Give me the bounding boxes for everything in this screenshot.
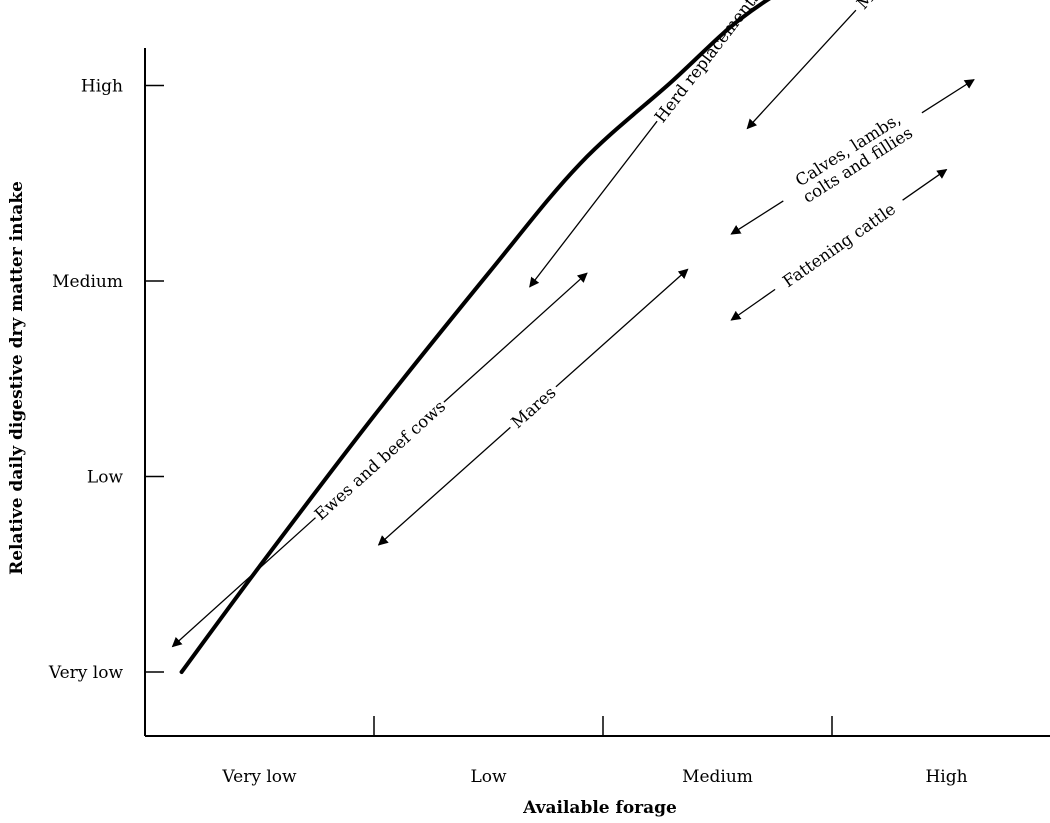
annotation-arrow-ewes-and-beef-cows-end [443, 272, 588, 403]
annotation-label-mares: Mares [507, 383, 559, 432]
y-tick-label-very-low: Very low [48, 663, 124, 683]
y-tick-label-high: High [81, 77, 123, 97]
annotation-arrow-fattening-cattle-start [730, 288, 776, 321]
annotation-fattening-cattle: Fattening cattle [730, 168, 948, 321]
annotation-label-milk-cows: Milk cows [853, 0, 924, 13]
x-ticks: Very low Low Medium High [221, 716, 968, 787]
x-tick-label-very-low: Very low [221, 767, 297, 787]
annotation-arrow-herd-replacements-start [529, 120, 658, 288]
annotation-arrow-milk-cows-start [746, 9, 857, 130]
intake-curve [179, 0, 771, 674]
x-tick-label-medium: Medium [682, 767, 753, 787]
x-tick-label-high: High [925, 767, 967, 787]
annotation-label-fattening-cattle: Fattening cattle [779, 199, 899, 291]
annotation-arrow-fattening-cattle-end [902, 168, 948, 201]
y-axis-title: Relative daily digestive dry matter inta… [7, 181, 27, 575]
x-axis-title: Available forage [522, 798, 677, 818]
annotation-label-calves-lambs-colts-and-fillies: Calves, lambs,colts and fillies [790, 108, 916, 207]
annotation-layer: Ewes and beef cows Mares Herd replacements… [171, 0, 975, 648]
annotation-arrow-mares-start [377, 426, 511, 546]
series-layer [179, 0, 771, 674]
y-tick-label-low: Low [87, 468, 124, 488]
annotation-arrow-mares-end [555, 268, 689, 388]
annotation-arrow-calves-lambs-colts-and-fillies-end [921, 79, 975, 114]
annotation-label-ewes-and-beef-cows: Ewes and beef cows [311, 397, 449, 524]
annotation-milk-cows: Milk cows [746, 0, 924, 130]
annotation-label-herd-replacements: Herd replacements [651, 0, 764, 126]
annotation-ewes-and-beef-cows: Ewes and beef cows [171, 272, 588, 648]
x-tick-label-low: Low [470, 767, 507, 787]
annotation-arrow-calves-lambs-colts-and-fillies-start [730, 200, 784, 235]
annotation-calves-lambs-colts-and-fillies: Calves, lambs,colts and fillies [730, 79, 975, 235]
annotation-arrow-ewes-and-beef-cows-start [171, 517, 316, 648]
y-ticks: Very low Low Medium High [48, 77, 164, 683]
y-tick-label-medium: Medium [52, 272, 123, 292]
